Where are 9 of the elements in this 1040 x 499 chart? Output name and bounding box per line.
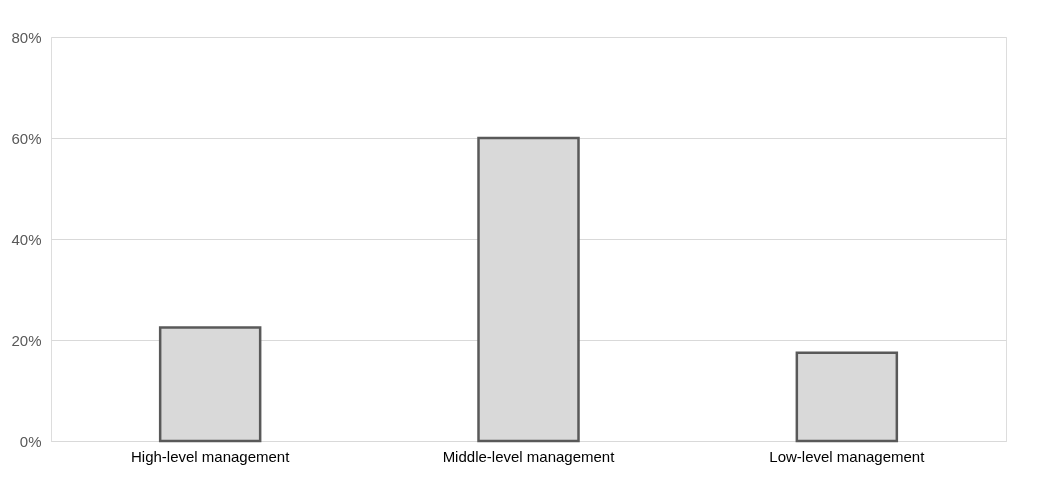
bar <box>795 351 899 443</box>
x-tick-label: High-level management <box>130 447 291 465</box>
x-tick-label: Low-level management <box>769 447 926 465</box>
y-tick-label: 60% <box>11 129 42 147</box>
y-tick-label: 20% <box>11 331 42 349</box>
y-tick-label: 0% <box>19 432 42 450</box>
y-tick-label: 40% <box>11 230 42 248</box>
y-tick-label: 80% <box>11 28 42 46</box>
x-tick-label: Middle-level management <box>442 447 616 465</box>
